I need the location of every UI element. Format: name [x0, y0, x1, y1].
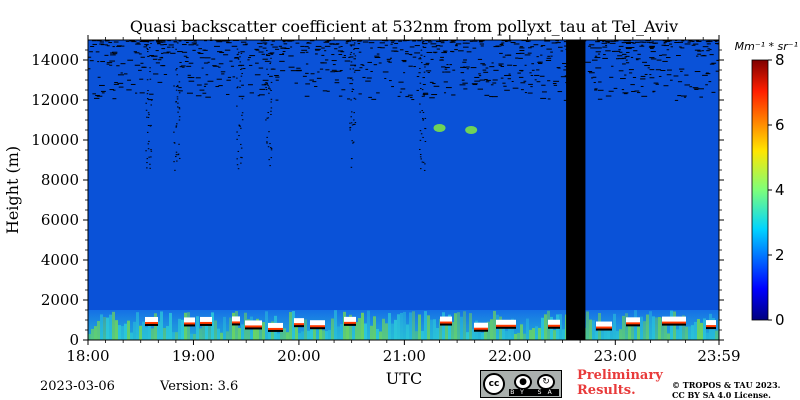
y-tick-label: 10000	[31, 131, 79, 149]
y-tick-label: 14000	[31, 51, 79, 69]
preliminary-notice: Preliminary Results.	[577, 368, 663, 398]
colorbar-tick-label: 6	[775, 116, 785, 134]
plot-frame	[87, 39, 720, 341]
cloud-feature-2	[465, 126, 478, 134]
y-tick-label: 8000	[41, 171, 79, 189]
date-label: 2023-03-06	[40, 379, 115, 394]
preliminary-line-1: Preliminary	[577, 368, 663, 383]
y-axis-label: Height (m)	[3, 146, 22, 234]
no-data-gap	[566, 40, 586, 340]
colorbar-tick-label: 4	[775, 181, 785, 199]
copyright-notice: © TROPOS & TAU 2023. CC BY SA 4.0 Licens…	[672, 380, 780, 400]
colorbar-tick-label: 0	[775, 311, 785, 329]
colorbar-tick-label: 2	[775, 246, 785, 264]
heatmap	[88, 40, 719, 340]
colorbar-unit-label: Mm⁻¹ * sr⁻¹	[735, 40, 798, 53]
x-tick-label: 23:59	[697, 347, 740, 365]
colorbar-ticks: 0 2 4 6 8	[768, 51, 785, 329]
cloud-feature-1	[433, 124, 446, 132]
by-icon: ●	[514, 374, 532, 390]
y-tick-label: 4000	[41, 251, 79, 269]
sa-icon: ↻	[537, 374, 555, 390]
x-tick-label: 22:00	[488, 347, 531, 365]
x-tick-label: 19:00	[172, 347, 215, 365]
license-badge[interactable]: cc ● ↻ BY SA	[480, 370, 562, 398]
x-tick-label: 23:00	[594, 347, 637, 365]
y-tick-label: 0	[69, 331, 79, 349]
heatmap-background	[88, 40, 719, 340]
y-tick-label: 12000	[31, 91, 79, 109]
license-strip: BY SA	[509, 389, 559, 396]
x-tick-label: 20:00	[277, 347, 320, 365]
copyright-line-1: © TROPOS & TAU 2023.	[672, 380, 781, 390]
y-axis: 0 2000 4000 6000 8000 10000 12000 14000	[31, 49, 724, 349]
version-label: Version: 3.6	[160, 379, 239, 394]
colorbar-tick-label: 8	[775, 51, 785, 69]
low-clouds	[145, 316, 716, 332]
x-tick-label: 18:00	[66, 347, 109, 365]
preliminary-line-2: Results.	[577, 383, 636, 398]
x-axis-label: UTC	[386, 369, 422, 388]
cc-icon: cc	[483, 373, 505, 395]
colorbar	[751, 59, 769, 321]
y-tick-label: 2000	[41, 291, 79, 309]
x-axis: 18:00 19:00 20:00 21:00 22:00 23:00 23:59	[66, 35, 741, 365]
x-tick-label: 21:00	[383, 347, 426, 365]
y-tick-label: 6000	[41, 211, 79, 229]
chart-title: Quasi backscatter coefficient at 532nm f…	[130, 17, 678, 36]
copyright-line-2: CC BY SA 4.0 License.	[672, 390, 771, 400]
